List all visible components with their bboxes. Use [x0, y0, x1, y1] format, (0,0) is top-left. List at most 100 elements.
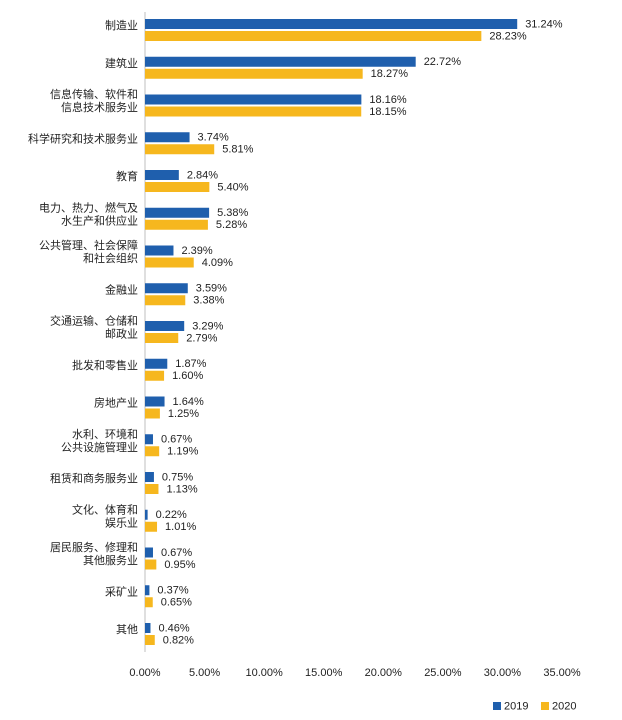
x-tick-label: 35.00%	[543, 667, 581, 679]
bar-2020	[145, 446, 160, 457]
category-label-line: 信息传输、软件和	[50, 87, 138, 101]
data-label-2020: 5.28%	[216, 219, 247, 231]
bar-2020	[145, 333, 179, 343]
data-label-2019: 0.67%	[161, 434, 192, 446]
category-label-line: 公共设施管理业	[61, 440, 138, 454]
category-label-line: 制造业	[105, 18, 138, 32]
category-label-line: 信息技术服务业	[61, 100, 138, 114]
bar-2019	[145, 170, 179, 180]
bar-2019	[145, 547, 153, 558]
category-label-line: 房地产业	[94, 396, 138, 410]
legend-label-2019: 2019	[504, 700, 528, 712]
bar-2020	[145, 144, 215, 155]
bar-2019	[145, 56, 416, 67]
bar-2019	[145, 321, 185, 331]
category-label: 批发和零售业	[72, 358, 138, 372]
bar-2020	[145, 68, 363, 79]
bar-2020	[145, 408, 160, 419]
category-label: 电力、热力、燃气及水生产和供应业	[39, 200, 138, 227]
x-tick-label: 25.00%	[424, 667, 462, 679]
bar-2019	[145, 623, 151, 633]
bar-2020	[145, 370, 165, 381]
data-label-2019: 0.37%	[157, 585, 188, 597]
category-label: 居民服务、修理和其他服务业	[50, 540, 138, 567]
category-label-line: 文化、体育和	[72, 502, 138, 516]
category-label-line: 电力、热力、燃气及	[39, 200, 138, 214]
category-label: 租赁和商务服务业	[50, 471, 138, 485]
data-label-2019: 0.75%	[162, 471, 193, 483]
category-label: 水利、环境和公共设施管理业	[61, 427, 138, 454]
category-label: 公共管理、社会保障和社会组织	[39, 238, 138, 265]
bar-2020	[145, 31, 482, 41]
bar-2019	[145, 94, 362, 105]
category-labels: 制造业建筑业信息传输、软件和信息技术服务业科学研究和技术服务业教育电力、热力、燃…	[28, 18, 138, 636]
bar-2020	[145, 219, 208, 230]
data-label-2019: 2.39%	[181, 245, 212, 257]
legend-swatch-2019	[493, 702, 501, 710]
data-label-2019: 0.67%	[161, 547, 192, 559]
data-label-2019: 0.22%	[156, 509, 187, 521]
category-label: 采矿业	[105, 585, 138, 598]
data-label-2020: 5.81%	[222, 144, 253, 156]
category-label-line: 其他服务业	[83, 554, 138, 567]
category-label-line: 水利、环境和	[72, 427, 138, 441]
category-label-line: 金融业	[105, 282, 138, 296]
bar-2019	[145, 132, 190, 143]
data-label-2020: 1.25%	[168, 408, 199, 420]
data-label-2019: 2.84%	[187, 169, 218, 181]
data-label-2019: 3.29%	[192, 320, 223, 332]
x-tick-label: 30.00%	[484, 667, 522, 679]
category-label-line: 交通运输、仓储和	[50, 314, 138, 328]
category-label-line: 租赁和商务服务业	[50, 471, 138, 485]
bar-2019	[145, 245, 174, 256]
data-label-2020: 1.60%	[172, 370, 203, 382]
legend-label-2020: 2020	[552, 700, 576, 712]
bar-2020	[145, 295, 186, 306]
bar-2020	[145, 106, 362, 117]
category-label-line: 居民服务、修理和	[50, 540, 138, 554]
x-tick-label: 0.00%	[129, 667, 160, 679]
x-tick-label: 5.00%	[189, 667, 220, 679]
bars-group	[145, 19, 518, 645]
data-label-2020: 1.13%	[166, 483, 197, 495]
bar-2020	[145, 182, 210, 192]
data-label-2020: 5.40%	[217, 181, 248, 193]
category-label: 交通运输、仓储和邮政业	[50, 314, 138, 341]
category-label-line: 邮政业	[105, 327, 138, 341]
bar-2019	[145, 434, 153, 445]
data-label-2019: 1.87%	[175, 358, 206, 370]
bar-2019	[145, 19, 518, 29]
data-label-2020: 0.82%	[163, 634, 194, 646]
category-label-line: 科学研究和技术服务业	[28, 131, 138, 145]
data-label-2020: 0.65%	[161, 597, 192, 609]
data-label-2020: 2.79%	[186, 332, 217, 344]
data-label-2019: 31.24%	[525, 18, 563, 30]
data-label-2020: 3.38%	[193, 295, 224, 307]
category-label-line: 其他	[116, 623, 138, 636]
x-tick-label: 20.00%	[365, 667, 403, 679]
category-label: 教育	[116, 169, 138, 183]
x-tick-label: 10.00%	[245, 667, 283, 679]
bar-2019	[145, 472, 154, 482]
category-label: 金融业	[105, 282, 138, 296]
bar-2020	[145, 635, 155, 645]
category-label: 其他	[116, 623, 138, 636]
data-label-2020: 4.09%	[202, 257, 233, 269]
category-label: 建筑业	[105, 56, 138, 70]
data-label-2020: 18.15%	[369, 106, 407, 118]
data-label-2020: 18.27%	[371, 68, 409, 80]
data-label-2020: 0.95%	[164, 559, 195, 571]
category-label-line: 和社会组织	[83, 251, 138, 265]
bar-2019	[145, 396, 165, 407]
category-label: 制造业	[105, 18, 138, 32]
category-label-line: 采矿业	[105, 585, 138, 598]
bar-2019	[145, 358, 168, 369]
category-label: 房地产业	[94, 396, 138, 410]
bar-2020	[145, 484, 159, 494]
data-label-2019: 5.38%	[217, 207, 248, 219]
bar-2019	[145, 207, 210, 218]
x-axis-ticks: 0.00% 5.00% 10.00% 15.00% 20.00% 25.00% 30.00%…	[129, 667, 580, 679]
bar-2019	[145, 509, 148, 520]
category-label: 科学研究和技术服务业	[28, 131, 138, 145]
